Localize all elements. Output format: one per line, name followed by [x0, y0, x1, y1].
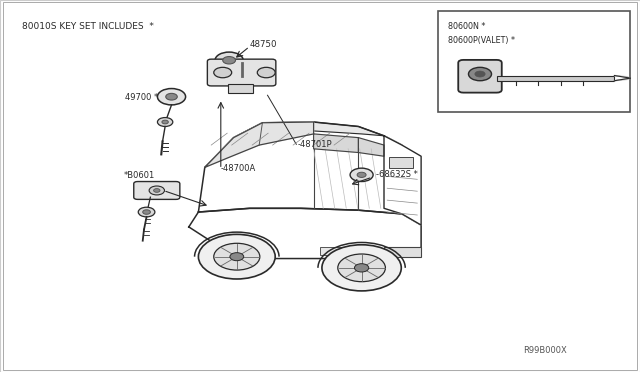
Circle shape: [215, 52, 243, 68]
Circle shape: [198, 234, 275, 279]
Text: R99B000X: R99B000X: [524, 346, 567, 355]
Bar: [389, 157, 413, 168]
Bar: [320, 247, 362, 255]
Circle shape: [149, 186, 164, 195]
Polygon shape: [614, 76, 630, 78]
Polygon shape: [358, 138, 384, 156]
Circle shape: [322, 245, 401, 291]
Polygon shape: [205, 122, 384, 167]
Bar: [497, 76, 614, 81]
Circle shape: [214, 67, 232, 78]
Circle shape: [355, 264, 369, 272]
Polygon shape: [384, 136, 421, 225]
Circle shape: [223, 57, 236, 64]
FancyBboxPatch shape: [458, 60, 502, 93]
Text: 80600N *: 80600N *: [448, 22, 485, 31]
Polygon shape: [198, 122, 402, 214]
Bar: [384, 247, 421, 257]
Text: 80010S KEY SET INCLUDES  *: 80010S KEY SET INCLUDES *: [22, 22, 154, 31]
FancyBboxPatch shape: [207, 59, 276, 86]
Text: 48750: 48750: [250, 40, 277, 49]
Polygon shape: [614, 78, 630, 81]
Text: -48700A: -48700A: [221, 164, 256, 173]
Circle shape: [162, 120, 168, 124]
Circle shape: [338, 254, 385, 282]
Bar: [438, 11, 630, 112]
Circle shape: [138, 207, 155, 217]
Polygon shape: [314, 134, 358, 153]
Circle shape: [214, 243, 260, 270]
Circle shape: [154, 189, 160, 192]
Circle shape: [257, 67, 275, 78]
Bar: [228, 84, 253, 93]
Text: 49700 *: 49700 *: [125, 93, 158, 102]
Circle shape: [166, 93, 177, 100]
Circle shape: [157, 89, 186, 105]
Circle shape: [157, 118, 173, 126]
FancyBboxPatch shape: [134, 182, 180, 199]
Text: *B0601: *B0601: [124, 171, 155, 180]
Circle shape: [350, 168, 373, 182]
Circle shape: [475, 71, 485, 77]
Text: -68632S *: -68632S *: [376, 170, 417, 179]
Circle shape: [468, 67, 492, 81]
Circle shape: [230, 253, 244, 261]
Polygon shape: [205, 122, 314, 167]
Circle shape: [143, 210, 150, 214]
Text: -48701P: -48701P: [298, 140, 332, 149]
Text: 80600P(VALET) *: 80600P(VALET) *: [448, 36, 515, 45]
Polygon shape: [189, 208, 421, 259]
Circle shape: [357, 172, 366, 177]
